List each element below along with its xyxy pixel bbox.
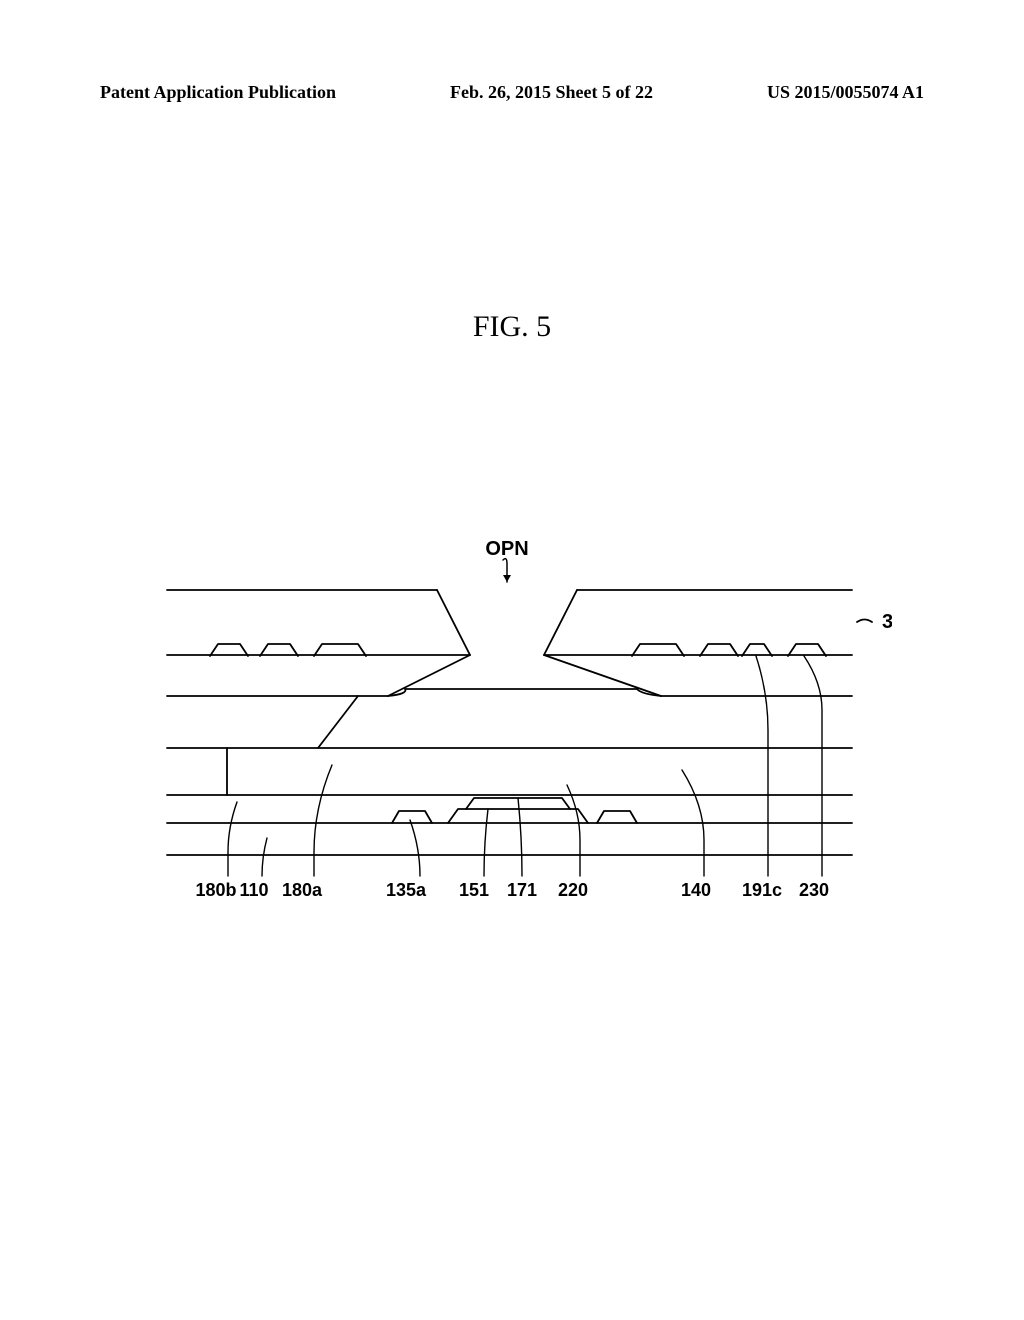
svg-text:171: 171 [507, 880, 537, 900]
cross-section-diagram: OPN 300 180b110 180a 135a 151 171 220 140 191c 230 [132, 530, 892, 950]
svg-text:180b: 180b [195, 880, 236, 900]
svg-text:180a: 180a [282, 880, 323, 900]
header-center: Feb. 26, 2015 Sheet 5 of 22 [450, 82, 653, 103]
diagram-container: OPN 300 180b110 180a 135a 151 171 220 140 191c 230 [0, 530, 1024, 950]
svg-text:140: 140 [681, 880, 711, 900]
svg-text:110: 110 [239, 880, 268, 900]
svg-text:135a: 135a [386, 880, 427, 900]
svg-text:300: 300 [882, 611, 892, 633]
svg-text:191c: 191c [742, 880, 782, 900]
svg-text:230: 230 [799, 880, 829, 900]
page-header: Patent Application Publication Feb. 26, … [0, 82, 1024, 103]
figure-title: FIG. 5 [0, 310, 1024, 344]
header-right: US 2015/0055074 A1 [767, 82, 924, 103]
svg-text:151: 151 [459, 880, 489, 900]
svg-text:OPN: OPN [485, 538, 528, 560]
header-left: Patent Application Publication [100, 82, 336, 103]
svg-text:220: 220 [558, 880, 588, 900]
